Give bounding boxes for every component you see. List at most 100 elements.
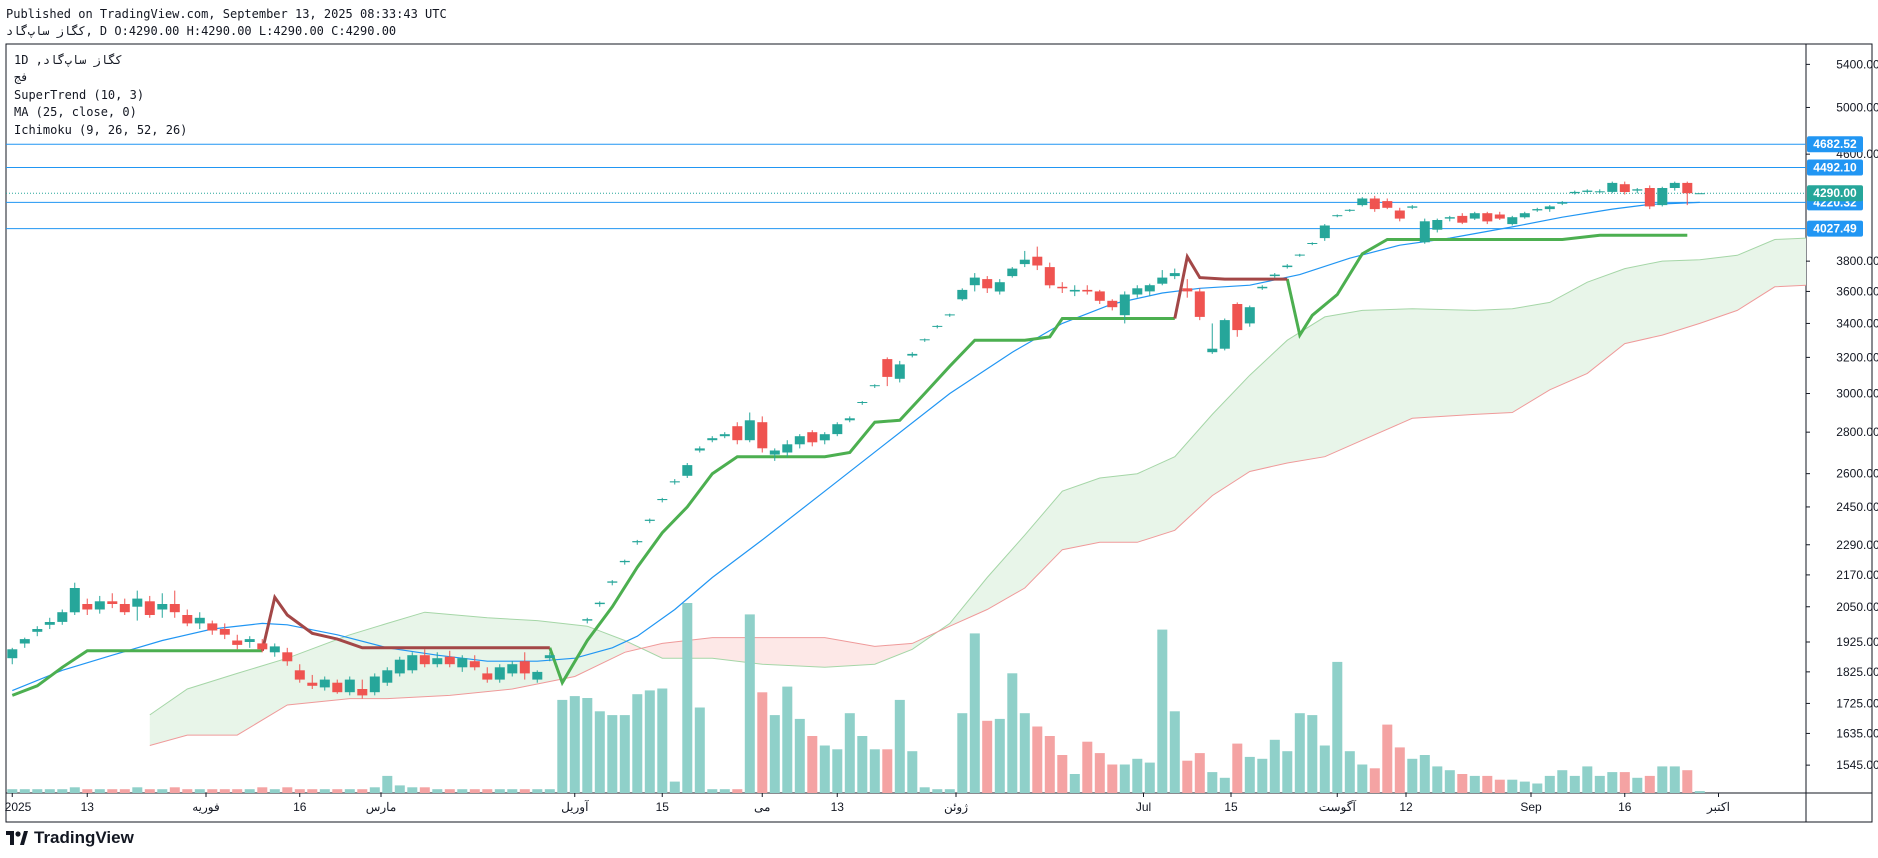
candle-body — [1032, 256, 1043, 266]
volume-bar — [1144, 762, 1155, 793]
x-tick-label: 15 — [1224, 800, 1238, 814]
volume-bar — [32, 789, 43, 793]
volume-bar — [919, 787, 930, 793]
candle-body — [1619, 184, 1630, 192]
volume-bar — [1694, 791, 1705, 793]
volume-bar — [1094, 753, 1105, 793]
volume-bar — [807, 736, 818, 793]
cloud-span-a — [149, 237, 1807, 716]
y-tick-label: 1545.00 — [1836, 758, 1878, 772]
candle-body — [282, 652, 293, 662]
volume-bar — [157, 789, 168, 793]
candle-body — [1582, 190, 1593, 192]
x-tick-label: Sep — [1520, 800, 1542, 814]
x-axis[interactable]: 2025 13 فوریه 16 مارس آوریل 15 می 13 ژوئن Jul 15 آگو… — [5, 793, 1730, 814]
volume-bar — [1357, 764, 1368, 793]
candle-body — [269, 646, 280, 653]
y-tick-label: 2290.00 — [1836, 538, 1878, 552]
volume-bar — [507, 789, 518, 793]
legend-symbol[interactable]: 1D ,کگاز ساپ‌گاد — [14, 53, 122, 68]
candle-body — [607, 581, 618, 583]
tradingview-logo-icon — [6, 831, 28, 845]
legend-supertrend[interactable]: SuperTrend (10, 3) — [14, 88, 144, 102]
volume-bar — [1582, 766, 1593, 793]
volume-bar — [1182, 760, 1193, 793]
legend-ichimoku[interactable]: Ichimoku (9, 26, 52, 26) — [14, 123, 187, 137]
volume-bar — [1269, 739, 1280, 793]
y-tick-label: 2450.00 — [1836, 500, 1878, 514]
volume-bar — [169, 787, 180, 793]
x-tick-label: مارس — [366, 800, 397, 814]
volume-bar — [219, 789, 230, 793]
candle-body — [1119, 294, 1130, 316]
candle-body — [969, 277, 980, 286]
volume-bar — [1119, 764, 1130, 793]
cloud-fill-1 — [624, 637, 913, 668]
x-tick-label: فوریه — [192, 800, 220, 814]
candle-body — [1432, 220, 1443, 230]
legend: 1D ,کگاز ساپ‌گاد فج SuperTrend (10, 3) M… — [14, 53, 187, 137]
volume-bar — [1519, 781, 1530, 793]
candle-body — [1132, 288, 1143, 295]
volume-bar — [569, 696, 580, 793]
volume-bar — [1407, 758, 1418, 793]
volume-bar — [519, 789, 530, 793]
candle-body — [769, 450, 780, 455]
candle-body — [1394, 210, 1405, 219]
volume-bar — [319, 789, 330, 793]
volume-bar — [1344, 751, 1355, 793]
y-tick-label: 2800.00 — [1836, 425, 1878, 439]
volume-bar — [1557, 770, 1568, 793]
candle-body — [719, 434, 730, 437]
volume-bar — [257, 787, 268, 793]
volume-bar — [1657, 766, 1668, 793]
volume-bar — [194, 789, 205, 793]
volume-bar — [657, 688, 668, 793]
volume-bar — [1394, 747, 1405, 793]
volume-bar — [1307, 715, 1318, 793]
volume-bar — [82, 789, 93, 793]
candle-body — [1657, 188, 1668, 206]
x-tick-label: آگوست — [1319, 799, 1357, 814]
legend-ma[interactable]: MA (25, close, 0) — [14, 105, 137, 119]
price-line-tag-label: 4492.10 — [1813, 160, 1857, 174]
footer-brand[interactable]: TradingView — [34, 828, 134, 847]
candle-body — [1107, 300, 1118, 308]
volume-bar — [419, 787, 430, 793]
candle-body — [482, 673, 493, 680]
candle-body — [1357, 198, 1368, 206]
candle-body — [1044, 267, 1055, 286]
candle-body — [257, 643, 268, 650]
volume-bar — [382, 775, 393, 793]
candle-body — [1282, 265, 1293, 268]
volume-bar — [444, 789, 455, 793]
volume-bar — [957, 713, 968, 793]
candle-body — [57, 612, 68, 622]
volume-bar — [19, 789, 30, 793]
candle-body — [394, 659, 405, 674]
candle-body — [1369, 198, 1380, 210]
y-axis[interactable]: 5400.005000.004600.003800.003600.003400.… — [1806, 57, 1878, 772]
volume-bar — [369, 787, 380, 793]
volume-bar — [1644, 775, 1655, 793]
supertrend-up-line — [1285, 233, 1688, 339]
volume-bar — [1594, 775, 1605, 793]
candle-body — [819, 434, 830, 441]
volume-bar — [944, 789, 955, 793]
volume-bar — [1169, 711, 1180, 793]
chart-frame — [5, 43, 1873, 823]
candle-body — [157, 604, 168, 610]
volume-bar — [1132, 758, 1143, 793]
volume-bar — [294, 789, 305, 793]
candle-body — [44, 622, 55, 625]
candle-body — [144, 601, 155, 615]
candle-body — [844, 418, 855, 421]
y-tick-label: 5400.00 — [1836, 57, 1878, 71]
candle-body — [832, 424, 843, 435]
candle-body — [1194, 291, 1205, 317]
last-price-tag-label: 4290.00 — [1813, 186, 1857, 200]
candle-body — [1019, 259, 1030, 265]
volume-bar — [982, 720, 993, 793]
candle-body — [1169, 273, 1180, 277]
